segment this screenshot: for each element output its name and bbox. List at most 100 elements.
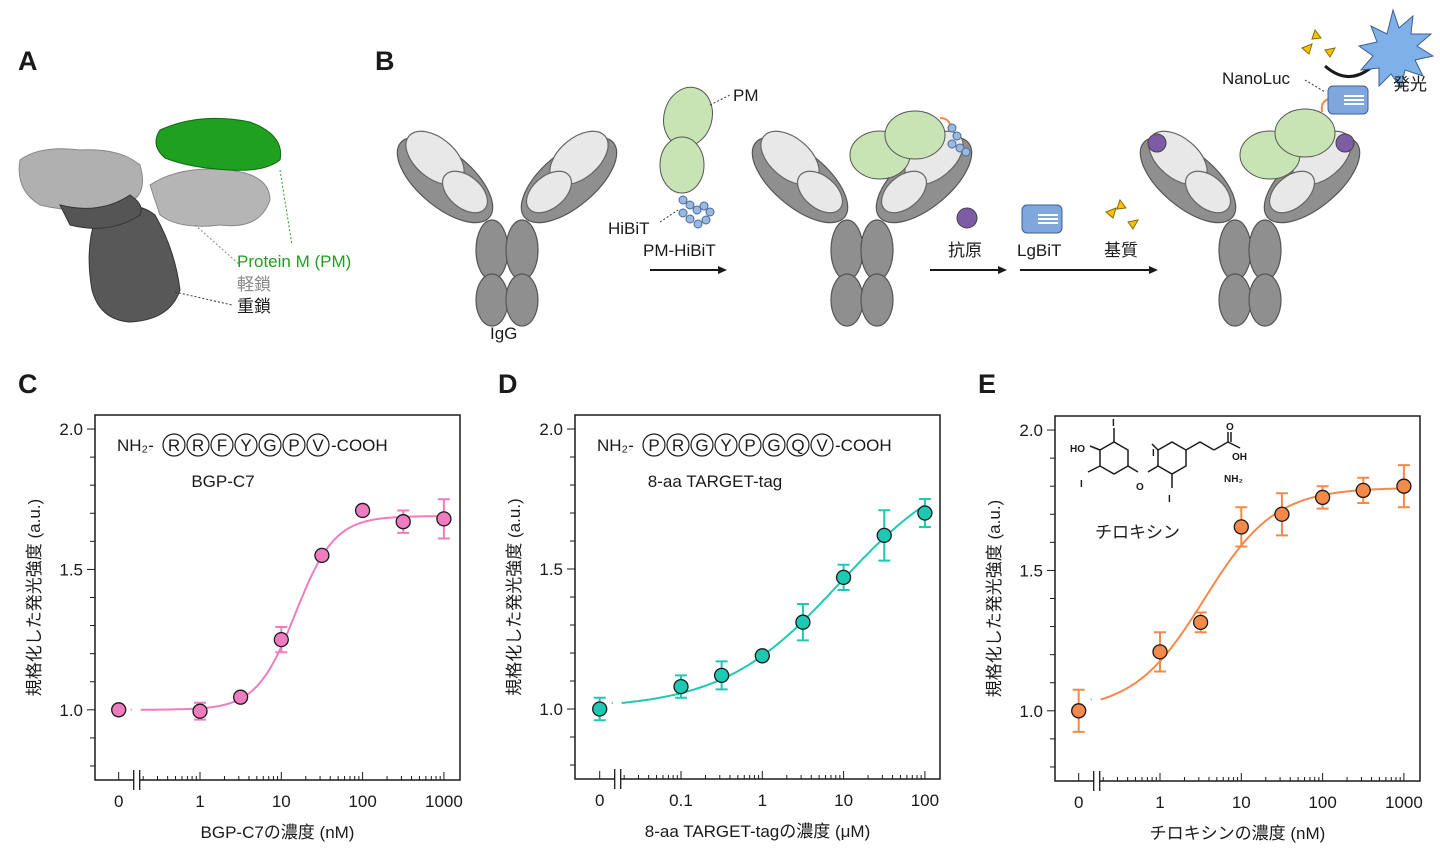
nanoluc-label: NanoLuc xyxy=(1222,69,1291,88)
data-point xyxy=(314,547,330,564)
igg-label: IgG xyxy=(490,324,517,343)
data-point xyxy=(876,527,892,544)
chart-c: 1.0 1.5 2.0 0 1 10 100 1000 BGP-C7の濃度 (nM) 規格化した発… xyxy=(25,414,463,842)
amino-acid-label: P xyxy=(744,436,755,455)
amino-acid-circle xyxy=(186,433,210,457)
arrow-2-head xyxy=(998,266,1007,274)
amino-acid-circle xyxy=(210,433,234,457)
structure-atom: I xyxy=(1152,448,1155,459)
data-point xyxy=(795,614,811,630)
amino-acid-label: V xyxy=(816,436,828,455)
x-tick-label: 10 xyxy=(834,791,853,810)
substrate-label: 基質 xyxy=(1104,241,1138,260)
y-tick-label: 1.5 xyxy=(1019,561,1043,580)
structure-atom: NH₂ xyxy=(1224,474,1243,485)
amino-acid-label: P xyxy=(648,436,659,455)
data-point xyxy=(395,514,411,530)
panel-label-c: C xyxy=(18,369,38,399)
data-point xyxy=(1274,506,1290,522)
plot-frame xyxy=(574,414,941,780)
amino-acid-circle xyxy=(762,433,786,457)
data-point xyxy=(436,511,452,527)
y-tick-label: 2.0 xyxy=(539,420,563,439)
amino-acid-label: P xyxy=(288,436,299,455)
data-point xyxy=(111,702,127,718)
structure-atom: O xyxy=(1226,422,1234,433)
x-tick-label: 100 xyxy=(911,791,939,810)
igg-antibody xyxy=(382,120,632,327)
x-tick-label: 0 xyxy=(1074,793,1083,812)
data-point xyxy=(273,631,289,648)
light-chain-label: 軽鎖 xyxy=(237,275,271,294)
structure-atom: I xyxy=(1112,418,1115,429)
fit-curve xyxy=(621,504,925,704)
axis-break-gap xyxy=(614,769,621,789)
amino-acid-circle xyxy=(690,433,714,457)
bound-antigen-left xyxy=(1147,133,1167,153)
data-point xyxy=(592,701,608,717)
pm-hibit-label: PM-HiBiT xyxy=(643,241,716,260)
axis-break-mark xyxy=(1093,771,1101,791)
amino-acid-label: V xyxy=(312,436,324,455)
data-point xyxy=(354,502,371,519)
x-tick-label: 100 xyxy=(348,792,376,811)
fit-curve xyxy=(140,515,444,711)
amino-acid-circle xyxy=(306,433,330,457)
amino-acid-label: G xyxy=(263,436,276,455)
y-tick-label: 1.5 xyxy=(59,560,83,579)
data-point xyxy=(1152,644,1168,660)
data-point xyxy=(917,505,933,521)
amino-acid-circle xyxy=(642,433,666,457)
data-point xyxy=(1396,478,1412,494)
panel-label-d: D xyxy=(498,369,518,399)
data-point xyxy=(1071,703,1087,719)
sequence-prefix: NH₂- xyxy=(597,436,634,455)
peptide-name: 8-aa TARGET-tag xyxy=(648,472,782,491)
amino-acid-circle xyxy=(738,433,762,457)
amino-acid-circle xyxy=(234,433,258,457)
y-tick-label: 1.0 xyxy=(59,701,83,720)
amino-acid-circle xyxy=(162,433,186,457)
data-point xyxy=(192,703,208,719)
y-tick-label: 1.5 xyxy=(539,560,563,579)
data-point xyxy=(232,689,249,705)
y-tick-label: 1.0 xyxy=(1019,702,1043,721)
nanoluc-leader xyxy=(1304,79,1326,93)
x-tick-label: 1000 xyxy=(425,792,463,811)
sequence-prefix: NH₂- xyxy=(117,436,154,455)
luminescence-burst-icon xyxy=(1357,8,1435,90)
panel-label-b: B xyxy=(375,46,395,76)
amino-acid-circle xyxy=(714,433,738,457)
plot-frame xyxy=(94,414,461,781)
y-tick-label: 2.0 xyxy=(1019,421,1043,440)
amino-acid-label: F xyxy=(217,436,227,455)
substrate-icon xyxy=(1105,198,1139,230)
pm-leader-b xyxy=(709,94,731,106)
data-point xyxy=(1233,519,1249,535)
sequence-suffix: -COOH xyxy=(331,436,388,455)
bound-pm xyxy=(849,110,971,180)
axis-break-mark xyxy=(133,770,141,790)
data-point xyxy=(1192,614,1209,631)
lgbit-label: LgBiT xyxy=(1017,241,1061,260)
data-point xyxy=(754,648,770,664)
antigen-icon xyxy=(956,207,978,229)
axis-break-mark xyxy=(614,769,622,789)
y-axis-label: 規格化した発光強度 (a.u.) xyxy=(505,498,524,695)
x-tick-label: 100 xyxy=(1308,793,1336,812)
lgbit-slot xyxy=(1038,214,1058,224)
x-axis-label: チロキシンの濃度 (nM) xyxy=(1150,824,1326,843)
chart-d: 1.0 1.5 2.0 0 0.1 1 10 100 8-aa TARGET-tagの濃度 (μ… xyxy=(505,414,941,841)
antigen-label: 抗原 xyxy=(948,241,982,260)
compound-name: チロキシン xyxy=(1095,523,1180,542)
amino-acid-label: G xyxy=(695,436,708,455)
amino-acid-label: R xyxy=(168,436,180,455)
amino-acid-circle xyxy=(666,433,690,457)
x-axis-label: 8-aa TARGET-tagの濃度 (μM) xyxy=(645,822,870,841)
amino-acid-label: R xyxy=(192,436,204,455)
pm-leader xyxy=(279,169,293,246)
amino-acid-circle xyxy=(258,433,282,457)
luminescence-label: 発光 xyxy=(1393,75,1427,94)
x-tick-label: 1 xyxy=(1155,793,1164,812)
